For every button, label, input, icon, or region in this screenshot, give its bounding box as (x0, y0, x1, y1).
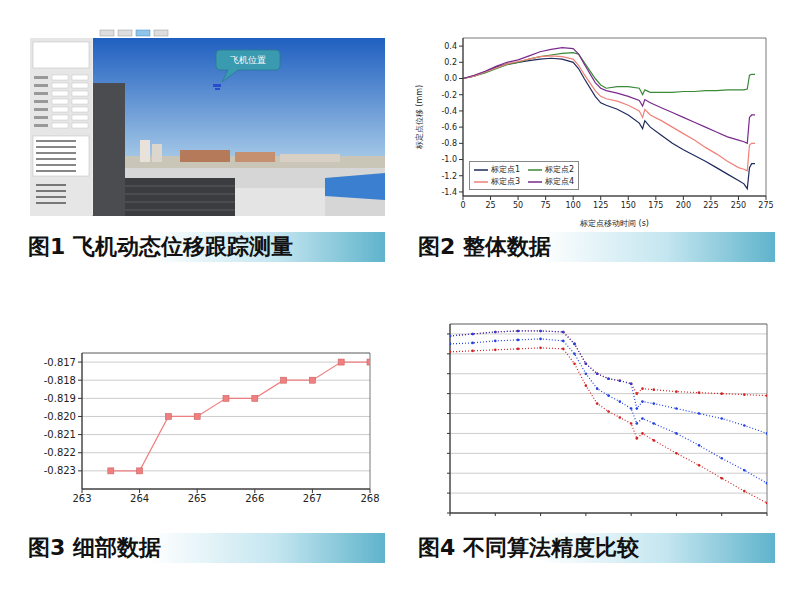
svg-text:265: 265 (188, 493, 207, 504)
svg-text:100: 100 (566, 201, 581, 210)
svg-text:-0.2: -0.2 (441, 91, 457, 100)
svg-text:-0.817: -0.817 (44, 357, 76, 368)
svg-text:275: 275 (758, 201, 773, 210)
svg-text:-0.820: -0.820 (44, 411, 76, 422)
svg-text:标定点移动时间 (s): 标定点移动时间 (s) (579, 219, 649, 228)
svg-text:150: 150 (621, 201, 636, 210)
svg-text:-0.819: -0.819 (44, 393, 76, 404)
html-text:标定点1: 标定点1 (491, 165, 521, 174)
svg-text:0.4: 0.4 (444, 42, 457, 51)
svg-text:0.2: 0.2 (444, 58, 457, 67)
svg-text:-0.822: -0.822 (44, 447, 76, 458)
html-text:图4 不同算法精度比较: 图4 不同算法精度比较 (418, 535, 639, 560)
svg-text:0.0: 0.0 (444, 74, 457, 83)
svg-text:225: 225 (703, 201, 718, 210)
svg-text:267: 267 (303, 493, 322, 504)
svg-text:266: 266 (245, 493, 264, 504)
html-text:图1 飞机动态位移跟踪测量: 图1 飞机动态位移跟踪测量 (28, 234, 293, 259)
svg-text:268: 268 (360, 493, 379, 504)
svg-text:175: 175 (648, 201, 663, 210)
svg-text:250: 250 (731, 201, 746, 210)
svg-text:264: 264 (130, 493, 149, 504)
svg-text:200: 200 (676, 201, 691, 210)
html-text:图2 整体数据: 图2 整体数据 (418, 234, 551, 259)
svg-text:75: 75 (541, 201, 551, 210)
svg-text:-0.823: -0.823 (44, 465, 76, 476)
svg-text:飞机位置: 飞机位置 (230, 55, 266, 65)
svg-text:-0.818: -0.818 (44, 375, 76, 386)
html-text:标定点4: 标定点4 (545, 177, 575, 186)
svg-text:25: 25 (485, 201, 495, 210)
html-text:图3 细部数据: 图3 细部数据 (28, 535, 161, 560)
svg-text:125: 125 (593, 201, 608, 210)
svg-text:-1.4: -1.4 (441, 188, 457, 197)
svg-text:-0.6: -0.6 (441, 123, 457, 132)
svg-text:标定点位移 (mm): 标定点位移 (mm) (415, 85, 424, 150)
svg-text:-0.4: -0.4 (441, 107, 457, 116)
svg-text:50: 50 (513, 201, 523, 210)
svg-text:-0.821: -0.821 (44, 429, 76, 440)
svg-text:-1.2: -1.2 (441, 172, 457, 181)
svg-text:-0.8: -0.8 (441, 139, 457, 148)
svg-text:263: 263 (72, 493, 91, 504)
html-text:标定点2: 标定点2 (545, 165, 575, 174)
html-text:标定点3: 标定点3 (491, 177, 521, 186)
svg-text:0: 0 (460, 201, 465, 210)
svg-text:-1.0: -1.0 (441, 155, 457, 164)
